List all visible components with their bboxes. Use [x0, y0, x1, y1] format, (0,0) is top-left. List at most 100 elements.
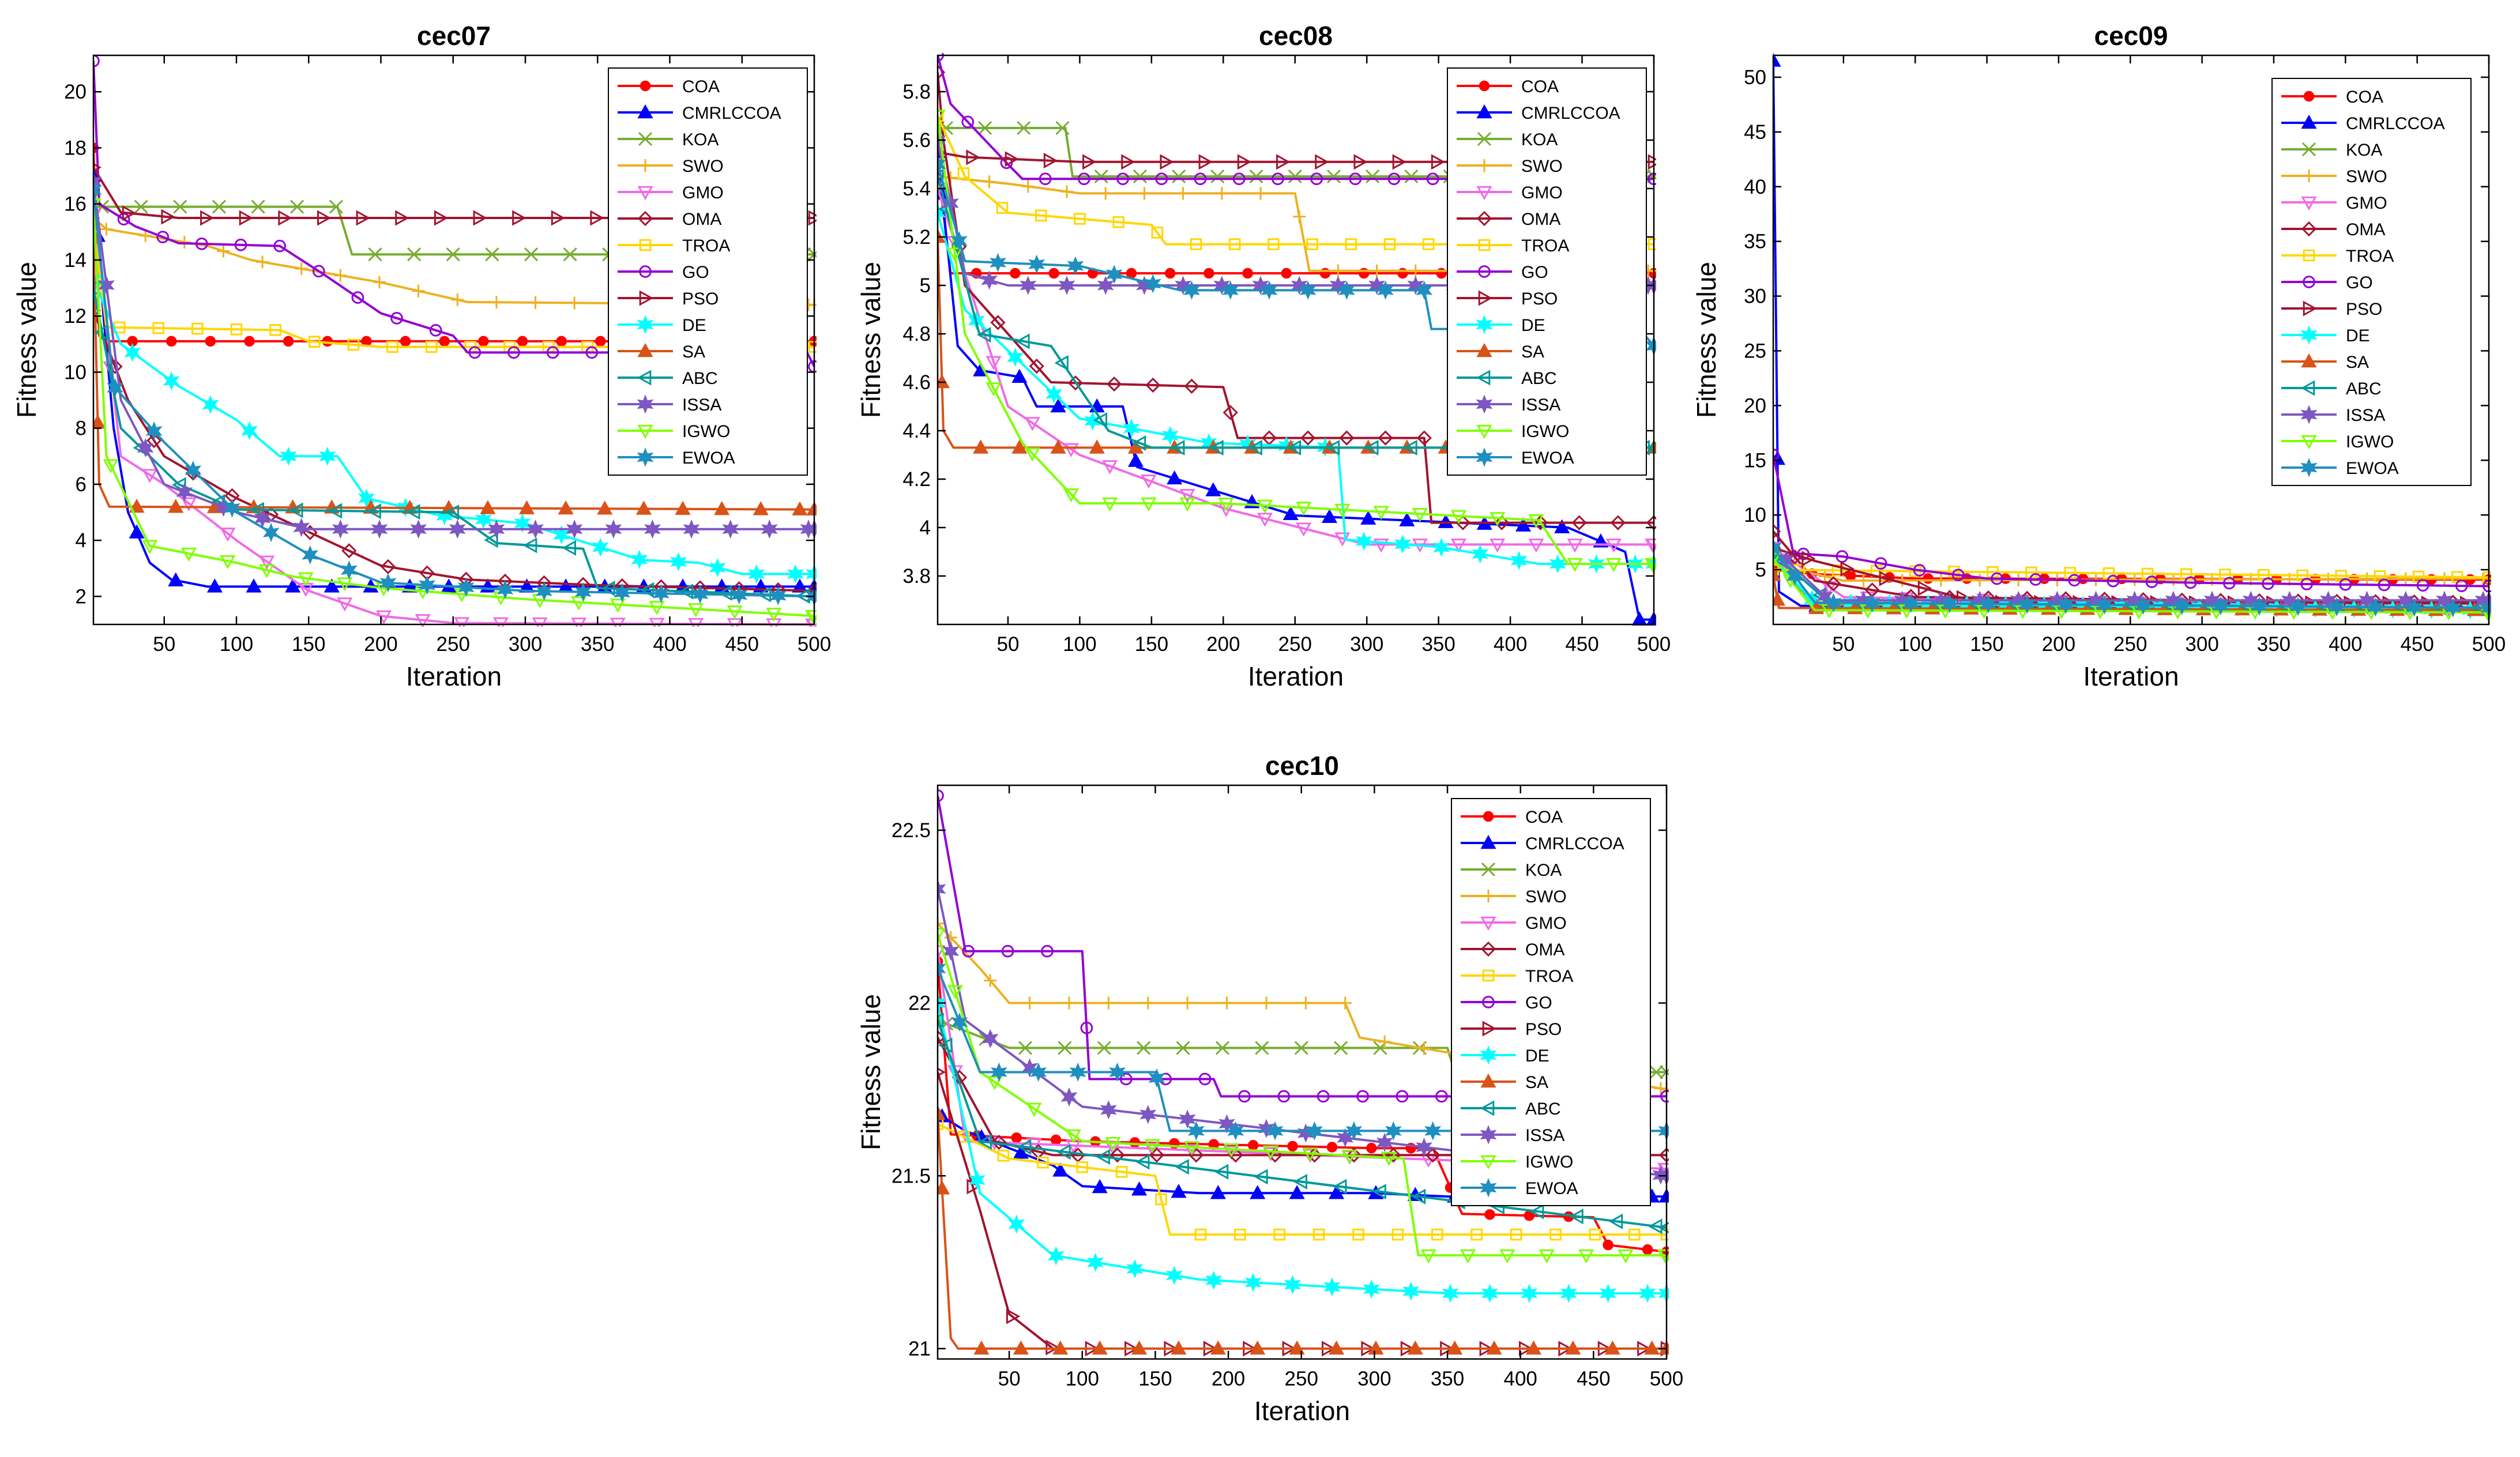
chart-title: cec10: [1265, 751, 1339, 781]
data-point-coa: [1010, 268, 1021, 279]
data-point-de: [1481, 1283, 1498, 1303]
data-point-koa: [1018, 1041, 1033, 1055]
legend-marker-sa: [2301, 353, 2317, 368]
data-point-abc: [1015, 333, 1030, 349]
data-point-troa: [2335, 570, 2348, 582]
y-tick-label: 10: [64, 361, 86, 383]
data-point-ewoa: [1028, 254, 1045, 274]
data-point-troa: [1589, 1228, 1601, 1241]
data-point-abc: [1569, 1208, 1584, 1225]
data-point-de: [1123, 419, 1140, 438]
data-point-troa: [2296, 569, 2308, 582]
data-point-sa: [1368, 1340, 1384, 1355]
data-point-go: [2107, 574, 2120, 588]
x-tick-label: 150: [292, 633, 325, 656]
legend-marker-igwo: [2301, 435, 2317, 450]
legend-label-coa: COA: [1525, 808, 1563, 827]
legend-marker-issa: [2300, 405, 2318, 424]
x-tick-label: 300: [1350, 633, 1383, 656]
data-point-igwo: [259, 564, 275, 578]
data-point-abc: [328, 503, 343, 519]
data-point-igwo: [1296, 502, 1312, 516]
data-point-swo: [373, 276, 386, 289]
data-point-igwo: [986, 382, 1002, 397]
data-point-sa: [480, 500, 496, 514]
data-point-ewoa: [990, 1062, 1007, 1082]
data-point-troa: [1773, 563, 1780, 576]
data-point-abc: [1248, 439, 1262, 455]
data-point-igwo: [1381, 1151, 1397, 1166]
data-point-gmo: [259, 555, 275, 570]
data-point-de: [163, 371, 180, 391]
data-point-oma: [1346, 1147, 1362, 1163]
data-point-troa: [1273, 1228, 1286, 1241]
data-point-igwo: [1341, 1150, 1357, 1164]
legend-marker-ewoa: [1476, 447, 1493, 467]
data-point-coa: [556, 336, 567, 347]
data-point-issa: [371, 519, 388, 539]
data-point-pso: [966, 149, 980, 165]
legend-label-troa: TROA: [682, 236, 730, 255]
y-tick-label: 5.8: [902, 81, 931, 103]
data-point-de: [1006, 348, 1024, 367]
data-point-ewoa: [1105, 265, 1123, 284]
data-point-ewoa: [938, 155, 946, 174]
data-point-abc: [1214, 1164, 1229, 1180]
legend-marker-issa: [637, 394, 654, 414]
data-point-swo: [1060, 185, 1074, 198]
legend-label-de: DE: [1525, 1046, 1549, 1066]
legend: COA CMRLCCOA KOA SWO GMO OMA TROA GO PSO DE SA ABC I…: [1447, 67, 1647, 476]
data-point-igwo: [1450, 510, 1467, 525]
legend-marker-oma: [637, 210, 653, 227]
data-point-abc: [250, 502, 264, 518]
data-point-sa: [1604, 1340, 1620, 1355]
data-point-troa: [1115, 1166, 1128, 1178]
data-point-oma: [1378, 430, 1393, 446]
y-axis-label: Fitness value: [856, 994, 886, 1150]
data-point-sa: [1328, 1340, 1345, 1355]
y-tick-label: 14: [64, 249, 86, 272]
data-point-ewoa: [1227, 1121, 1244, 1140]
legend-marker-oma: [1480, 941, 1496, 957]
legend-marker-gmo: [637, 186, 653, 201]
data-point-cmrlccoa: [1171, 1184, 1187, 1198]
x-tick-label: 50: [153, 633, 175, 656]
data-point-swo: [1259, 996, 1273, 1010]
data-point-issa: [605, 519, 622, 539]
data-point-ewoa: [1773, 538, 1782, 558]
data-point-issa: [1368, 276, 1386, 295]
data-point-troa: [957, 167, 970, 179]
data-point-de: [1284, 1275, 1301, 1294]
legend-marker-igwo: [1476, 424, 1492, 439]
data-point-issa: [215, 498, 232, 517]
data-point-oma: [1773, 524, 1781, 539]
data-point-troa: [997, 1150, 1010, 1162]
data-point-ewoa: [769, 586, 787, 605]
data-point-de: [1639, 1283, 1656, 1303]
y-tick-label: 3.8: [902, 565, 931, 588]
legend-marker-go: [2303, 276, 2315, 288]
chart-title: cec08: [1259, 21, 1333, 51]
data-point-oma: [1416, 430, 1432, 446]
x-axis-label: Iteration: [1248, 661, 1344, 691]
y-tick-label: 4: [920, 517, 931, 539]
data-point-igwo: [298, 572, 314, 587]
data-point-troa: [386, 341, 398, 353]
data-point-igwo: [1567, 558, 1583, 573]
data-point-ewoa: [1377, 280, 1394, 300]
legend-label-de: DE: [2346, 326, 2370, 345]
data-point-ewoa: [614, 583, 631, 603]
legend-label-coa: COA: [1521, 77, 1559, 96]
x-tick-label: 100: [1066, 1368, 1099, 1390]
y-tick-label: 4: [76, 529, 86, 552]
data-point-koa: [290, 199, 304, 214]
data-point-cmrlccoa: [1167, 470, 1183, 485]
legend-label-troa: TROA: [1525, 967, 1573, 986]
legend-label-cmrlccoa: CMRLCCOA: [1521, 104, 1620, 123]
x-tick-label: 300: [2185, 633, 2218, 656]
data-point-go: [390, 312, 403, 325]
data-point-igwo: [220, 555, 236, 570]
data-point-troa: [1470, 1228, 1483, 1241]
data-point-de: [968, 1170, 986, 1190]
legend-label-igwo: IGWO: [1525, 1153, 1573, 1172]
